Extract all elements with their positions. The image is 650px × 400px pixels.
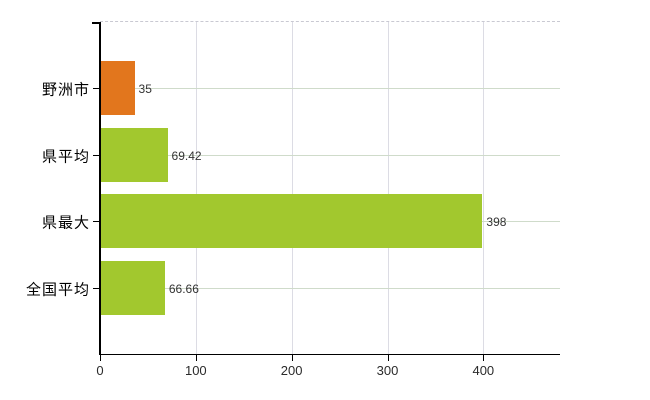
plot-top-border (100, 21, 560, 22)
y-axis (99, 22, 101, 355)
y-gridline (100, 154, 560, 156)
x-gridline (483, 22, 485, 354)
category-label: 野洲市 (41, 81, 90, 99)
y-axis-end-tick (92, 22, 100, 24)
category-label: 県最大 (41, 214, 90, 232)
y-gridline (100, 88, 560, 90)
category-label: 県平均 (41, 148, 90, 166)
bar-value-label: 35 (138, 82, 152, 97)
x-axis-tick (483, 354, 485, 361)
bar (101, 260, 165, 315)
x-tick-label: 300 (376, 363, 399, 378)
bar-value-label: 69.42 (171, 148, 202, 163)
y-gridline (100, 287, 560, 289)
y-axis-tick (93, 154, 100, 156)
x-axis (99, 354, 560, 355)
y-axis-tick (93, 221, 100, 223)
y-axis-tick (93, 88, 100, 90)
x-axis-tick (387, 354, 389, 361)
bar-value-label: 398 (486, 215, 507, 230)
category-label: 全国平均 (25, 281, 90, 299)
x-tick-label: 100 (184, 363, 207, 378)
x-tick-label: 0 (96, 363, 104, 378)
x-axis-tick (195, 354, 197, 361)
bar (101, 61, 135, 116)
x-tick-label: 200 (280, 363, 303, 378)
x-axis-tick (100, 354, 101, 361)
bar-value-label: 66.66 (168, 281, 199, 296)
x-axis-tick (291, 354, 293, 361)
y-axis-tick (93, 287, 100, 289)
x-gridline (387, 22, 389, 354)
x-gridline (195, 22, 197, 354)
bar (101, 194, 483, 249)
plot-area (100, 22, 560, 354)
bar (101, 127, 168, 182)
x-tick-label: 400 (472, 363, 495, 378)
x-gridline (291, 22, 293, 354)
